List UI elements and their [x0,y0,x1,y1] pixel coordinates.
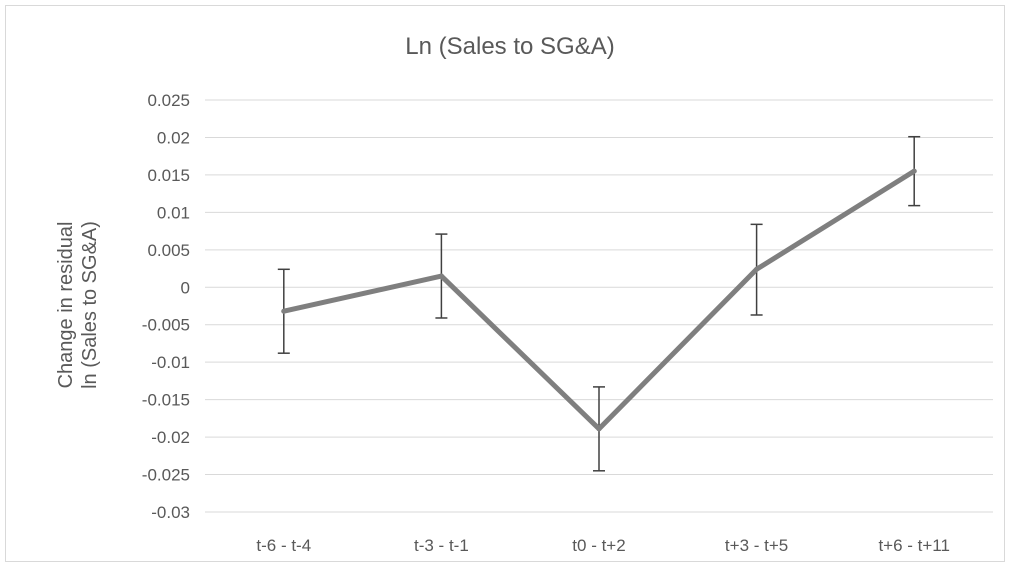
y-tick-label: -0.03 [151,503,190,522]
y-tick-label: -0.01 [151,353,190,372]
y-tick-label: 0.01 [157,203,190,222]
y-tick-label: -0.025 [142,466,190,485]
data-point [281,308,287,314]
x-tick-labels: t-6 - t-4 t-3 - t-1 t0 - t+2 t+3 - t+5 t+6 -… [256,536,950,555]
y-tick-label: -0.005 [142,316,190,335]
y-tick-labels: 0.025 0.02 0.015 0.01 0.005 0 -0.005 -0.01 -0.01… [142,91,190,522]
data-point [754,266,760,272]
chart-title: Ln (Sales to SG&A) [405,33,614,60]
y-axis-label-line-1: Change in residual [55,222,77,389]
y-tick-label: 0.02 [157,128,190,147]
y-tick-label: 0.005 [147,241,190,260]
y-tick-label: 0 [181,278,190,297]
chart-frame [5,5,1005,562]
y-tick-label: -0.015 [142,391,190,410]
x-tick-label: t-3 - t-1 [414,536,469,555]
data-point [911,168,917,174]
y-tick-label: 0.015 [147,166,190,185]
x-tick-label: t+3 - t+5 [725,536,788,555]
data-point [596,426,602,432]
x-tick-label: t-6 - t-4 [256,536,311,555]
y-tick-label: 0.025 [147,91,190,110]
data-point [438,273,444,279]
y-axis-label-line-2: ln (Sales to SG&A) [79,221,101,389]
error-bars [277,135,921,472]
series-line-group [281,168,917,432]
x-tick-label: t+6 - t+11 [878,536,950,555]
x-tick-label: t0 - t+2 [572,536,625,555]
y-tick-label: -0.02 [151,428,190,447]
